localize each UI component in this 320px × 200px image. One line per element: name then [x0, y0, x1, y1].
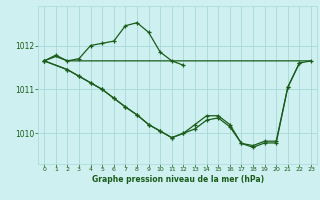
- X-axis label: Graphe pression niveau de la mer (hPa): Graphe pression niveau de la mer (hPa): [92, 175, 264, 184]
